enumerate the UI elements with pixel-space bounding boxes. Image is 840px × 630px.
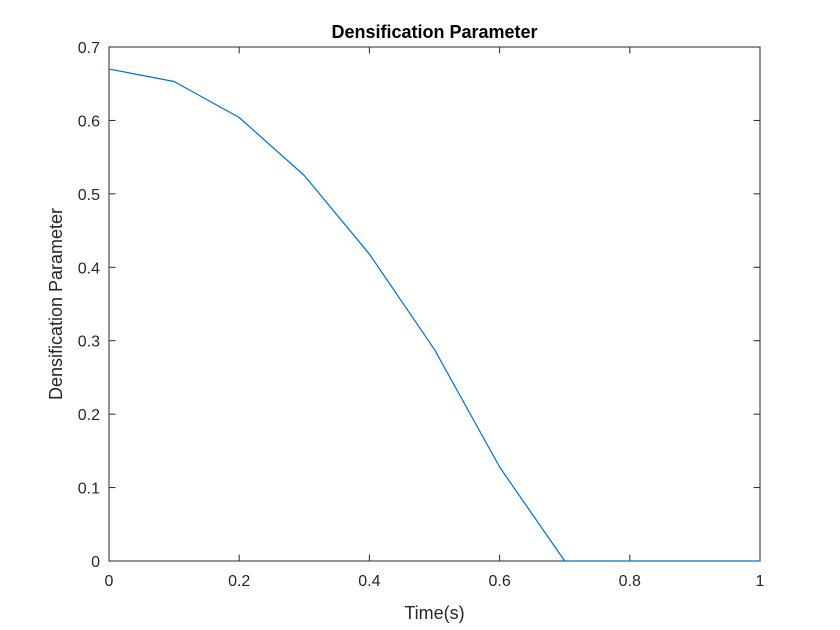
x-tick-label: 0.2 — [228, 573, 250, 590]
y-axis-ticks: 0 0.1 0.2 0.3 0.4 0.5 0.6 0.7 — [78, 40, 760, 571]
y-tick-label: 0.1 — [78, 481, 100, 498]
x-axis-ticks: 0 0.2 0.4 0.6 0.8 1 — [105, 47, 765, 590]
x-tick-label: 0.4 — [358, 573, 380, 590]
y-tick-label: 0 — [91, 554, 100, 571]
y-axis-title: Densification Parameter — [46, 208, 66, 400]
y-tick-label: 0.2 — [78, 407, 100, 424]
chart-title: Densification Parameter — [331, 22, 537, 42]
y-tick-label: 0.6 — [78, 113, 100, 130]
x-tick-label: 0.6 — [488, 573, 510, 590]
x-tick-label: 0.8 — [619, 573, 641, 590]
y-tick-label: 0.7 — [78, 40, 100, 57]
y-tick-label: 0.4 — [78, 260, 100, 277]
plot-area — [108, 46, 761, 562]
series-line — [108, 68, 760, 562]
x-tick-label: 1 — [756, 573, 765, 590]
y-tick-label: 0.3 — [78, 334, 100, 351]
x-axis-title: Time(s) — [404, 603, 464, 623]
y-tick-label: 0.5 — [78, 187, 100, 204]
x-tick-label: 0 — [105, 573, 114, 590]
series-layer — [108, 68, 760, 562]
